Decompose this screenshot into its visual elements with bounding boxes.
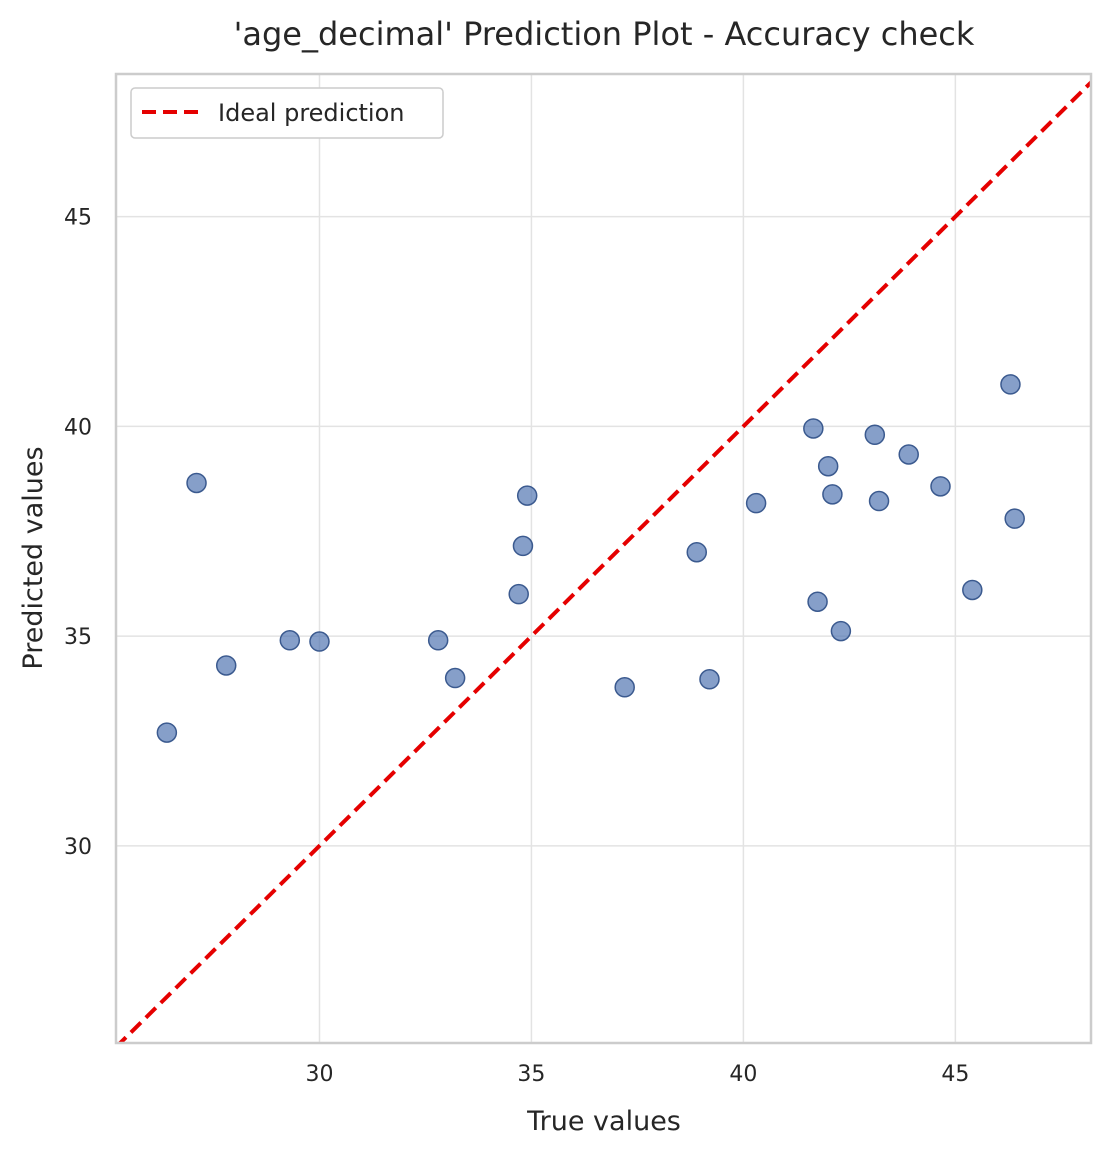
- scatter-point-20: [868, 490, 890, 512]
- points-layer: [156, 374, 1025, 743]
- scatter-point-12: [699, 669, 720, 690]
- scatter-point-17: [822, 484, 843, 505]
- grid: [116, 74, 1091, 1043]
- scatter-point-2: [215, 655, 237, 676]
- y-tick-45: 45: [64, 206, 92, 231]
- plot-frame: [114, 72, 1093, 1045]
- scatter-point-10: [614, 677, 635, 698]
- x-axis-label: True values: [526, 1106, 681, 1137]
- y-tick-35: 35: [64, 625, 92, 650]
- scatter-point-18: [830, 620, 852, 642]
- legend-box: [130, 87, 444, 139]
- scatter-point-0: [156, 722, 178, 743]
- y-tick-40: 40: [64, 415, 92, 440]
- x-tick-30: 30: [305, 1062, 333, 1087]
- scatter-point-9: [516, 485, 538, 506]
- legend-label-ideal-prediction: Ideal prediction: [218, 99, 405, 127]
- x-tick-35: 35: [517, 1062, 545, 1087]
- scatter-point-16: [817, 455, 839, 477]
- ideal-prediction-line: [117, 79, 1091, 1043]
- scatter-point-11: [686, 541, 708, 563]
- scatter-point-13: [745, 492, 767, 514]
- scatter-point-22: [930, 476, 951, 497]
- scatter-point-24: [1000, 374, 1021, 395]
- scatter-point-3: [279, 630, 301, 651]
- y-tick-30: 30: [64, 835, 92, 860]
- scatter-point-23: [962, 579, 983, 601]
- scatter-point-19: [864, 424, 886, 446]
- ideal-line-layer: [117, 79, 1091, 1043]
- scatter-point-5: [427, 630, 449, 651]
- scatter-point-25: [1004, 508, 1025, 529]
- scatter-point-15: [807, 591, 828, 612]
- scatter-point-4: [309, 631, 330, 652]
- scatter-point-8: [512, 535, 534, 557]
- legend: Ideal prediction: [130, 87, 444, 139]
- scatter-point-14: [803, 418, 824, 439]
- x-tick-40: 40: [729, 1062, 757, 1087]
- scatter-point-21: [898, 444, 919, 465]
- x-tick-labels: 30 35 40 45: [305, 1062, 969, 1087]
- scatter-point-6: [444, 667, 466, 689]
- scatter-point-1: [186, 472, 207, 494]
- y-tick-labels: 30 35 40 45: [64, 206, 92, 860]
- chart-title: 'age_decimal' Prediction Plot - Accuracy…: [234, 15, 975, 53]
- y-axis-label: Predicted values: [18, 446, 49, 669]
- x-tick-45: 45: [941, 1062, 969, 1087]
- scatter-point-7: [508, 583, 529, 605]
